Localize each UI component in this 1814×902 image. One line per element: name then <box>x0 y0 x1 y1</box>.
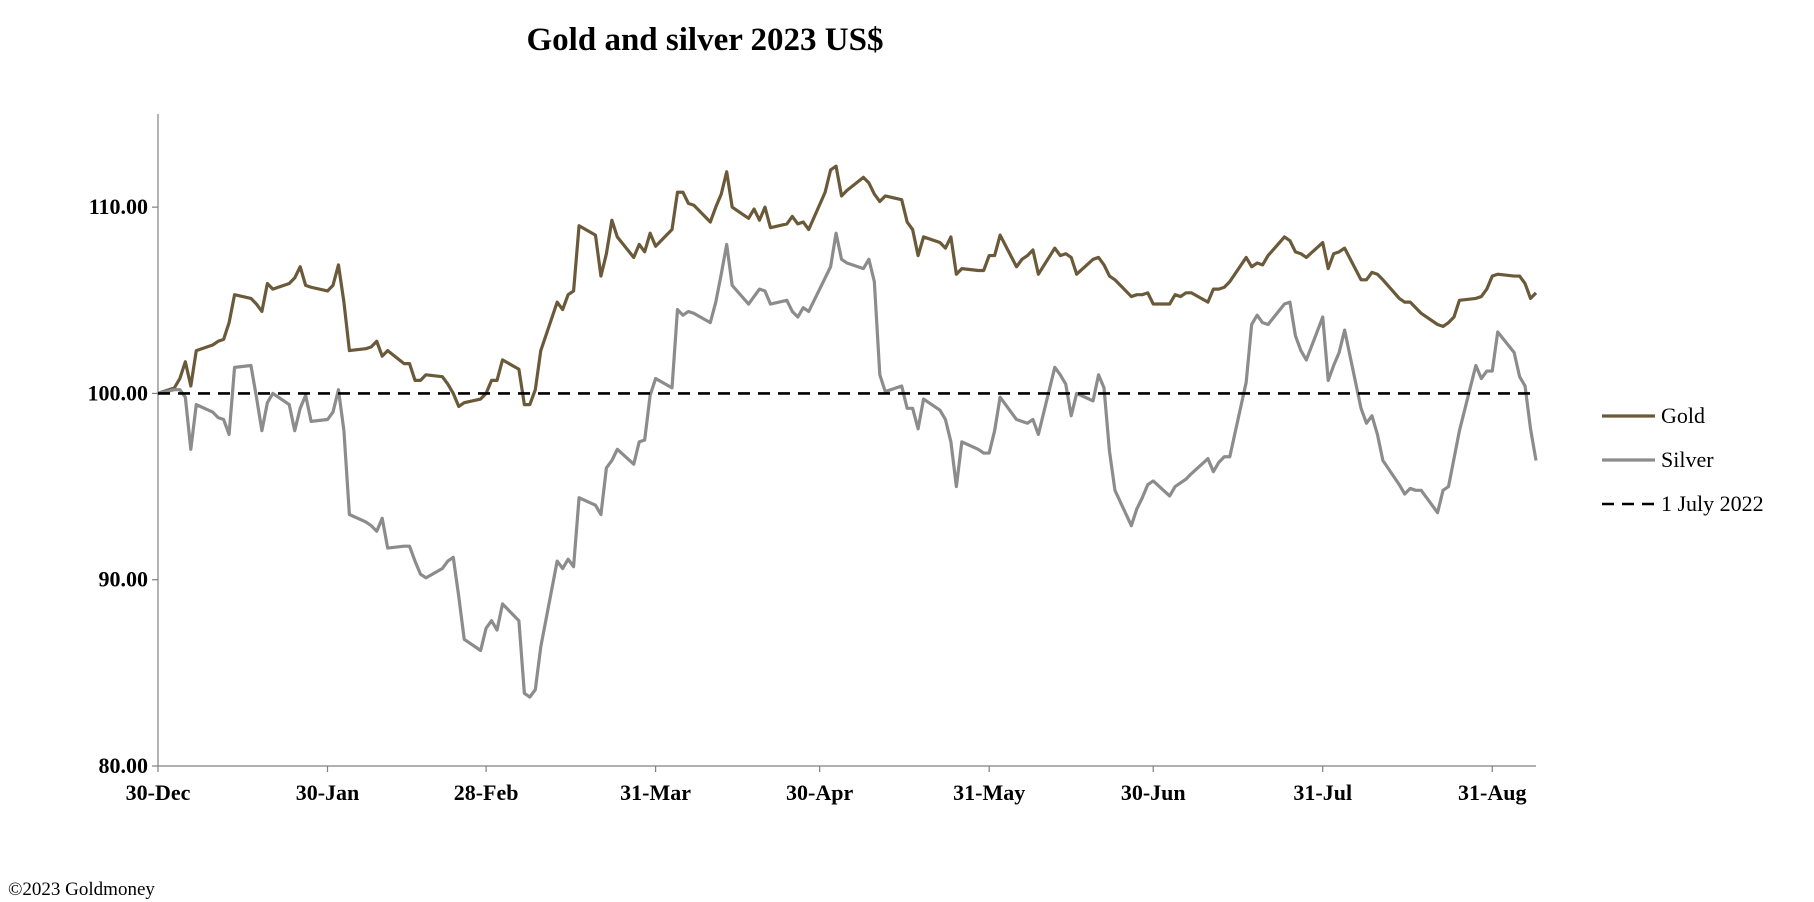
x-tick-label: 30-Dec <box>126 780 191 805</box>
series-lines <box>157 164 1538 699</box>
x-tick-label: 28-Feb <box>454 780 519 805</box>
legend-label: Silver <box>1661 447 1714 472</box>
plot-area: 80.00 90.00 100.00 110.00 30-Dec 30-Jan 28-Fe… <box>88 114 1538 805</box>
y-axis-ticks: 80.00 90.00 100.00 110.00 <box>88 194 158 778</box>
chart-title: Gold and silver 2023 US$ <box>527 22 884 58</box>
series-line-gold <box>157 164 1538 409</box>
x-tick-label: 31-Aug <box>1458 780 1526 805</box>
legend: Gold Silver 1 July 2022 <box>1602 403 1764 516</box>
x-tick-label: 31-Mar <box>620 780 691 805</box>
legend-label: Gold <box>1661 403 1705 428</box>
x-tick-label: 30-Jan <box>296 780 360 805</box>
x-tick-label: 30-Jun <box>1121 780 1186 805</box>
x-tick-label: 30-Apr <box>786 780 853 805</box>
y-tick-label: 110.00 <box>89 194 148 219</box>
copyright-credit: ©2023 Goldmoney <box>8 879 155 900</box>
y-tick-label: 100.00 <box>88 380 149 405</box>
y-tick-label: 90.00 <box>99 567 149 592</box>
y-tick-label: 80.00 <box>99 753 149 778</box>
legend-label: 1 July 2022 <box>1661 491 1764 516</box>
x-tick-label: 31-May <box>953 780 1025 805</box>
x-tick-label: 31-Jul <box>1293 780 1352 805</box>
x-axis-ticks: 30-Dec 30-Jan 28-Feb 31-Mar 30-Apr 31-May 30-J… <box>126 766 1526 805</box>
series-line-silver <box>157 231 1538 699</box>
